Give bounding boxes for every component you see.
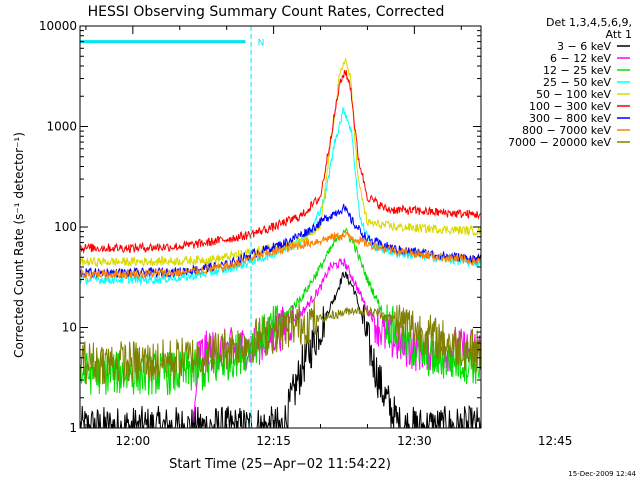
y-tick-label: 1000 bbox=[46, 120, 77, 134]
series-line bbox=[193, 257, 481, 423]
flag-label: N bbox=[258, 39, 265, 49]
plot-series-group bbox=[80, 57, 481, 428]
legend-label: 6 − 12 keV bbox=[550, 52, 611, 65]
legend-label: 3 − 6 keV bbox=[557, 40, 611, 53]
legend-label: 800 − 7000 keV bbox=[522, 124, 611, 137]
series-line bbox=[80, 271, 481, 428]
legend-header-line-1: Det 1,3,4,5,6,9, bbox=[546, 16, 632, 29]
chart-title: HESSI Observing Summary Count Rates, Cor… bbox=[88, 4, 445, 20]
legend-label: 25 − 50 keV bbox=[543, 76, 611, 89]
y-tick-label: 10 bbox=[62, 321, 77, 335]
x-tick-label: 12:45 bbox=[538, 434, 573, 448]
x-axis-label: Start Time (25−Apr−02 11:54:22) bbox=[169, 457, 391, 472]
y-axis-label: Corrected Count Rate (s⁻¹ detector⁻¹) bbox=[12, 132, 26, 358]
legend-label: 100 − 300 keV bbox=[529, 100, 611, 113]
y-tick-label: 10000 bbox=[39, 19, 77, 33]
legend-label: 50 − 100 keV bbox=[536, 88, 611, 101]
series-line bbox=[80, 203, 481, 279]
y-tick-label: 100 bbox=[54, 220, 77, 234]
x-tick-label: 12:00 bbox=[116, 434, 151, 448]
footer-timestamp: 15-Dec-2009 12:44 bbox=[568, 470, 636, 478]
series-line bbox=[80, 57, 481, 268]
legend-label: 7000 − 20000 keV bbox=[508, 136, 611, 149]
series-line bbox=[80, 70, 481, 254]
series-line bbox=[80, 299, 481, 385]
x-tick-label: 12:30 bbox=[397, 434, 432, 448]
x-tick-label: 12:15 bbox=[256, 434, 291, 448]
legend-header-line-2: Att 1 bbox=[606, 28, 632, 41]
series-line bbox=[80, 231, 481, 281]
legend-label: 300 − 800 keV bbox=[529, 112, 611, 125]
y-tick-label: 1 bbox=[69, 421, 77, 435]
y-axis: 1 10 100 1000 10000 bbox=[39, 19, 481, 435]
legend-label: 12 − 25 keV bbox=[543, 64, 611, 77]
